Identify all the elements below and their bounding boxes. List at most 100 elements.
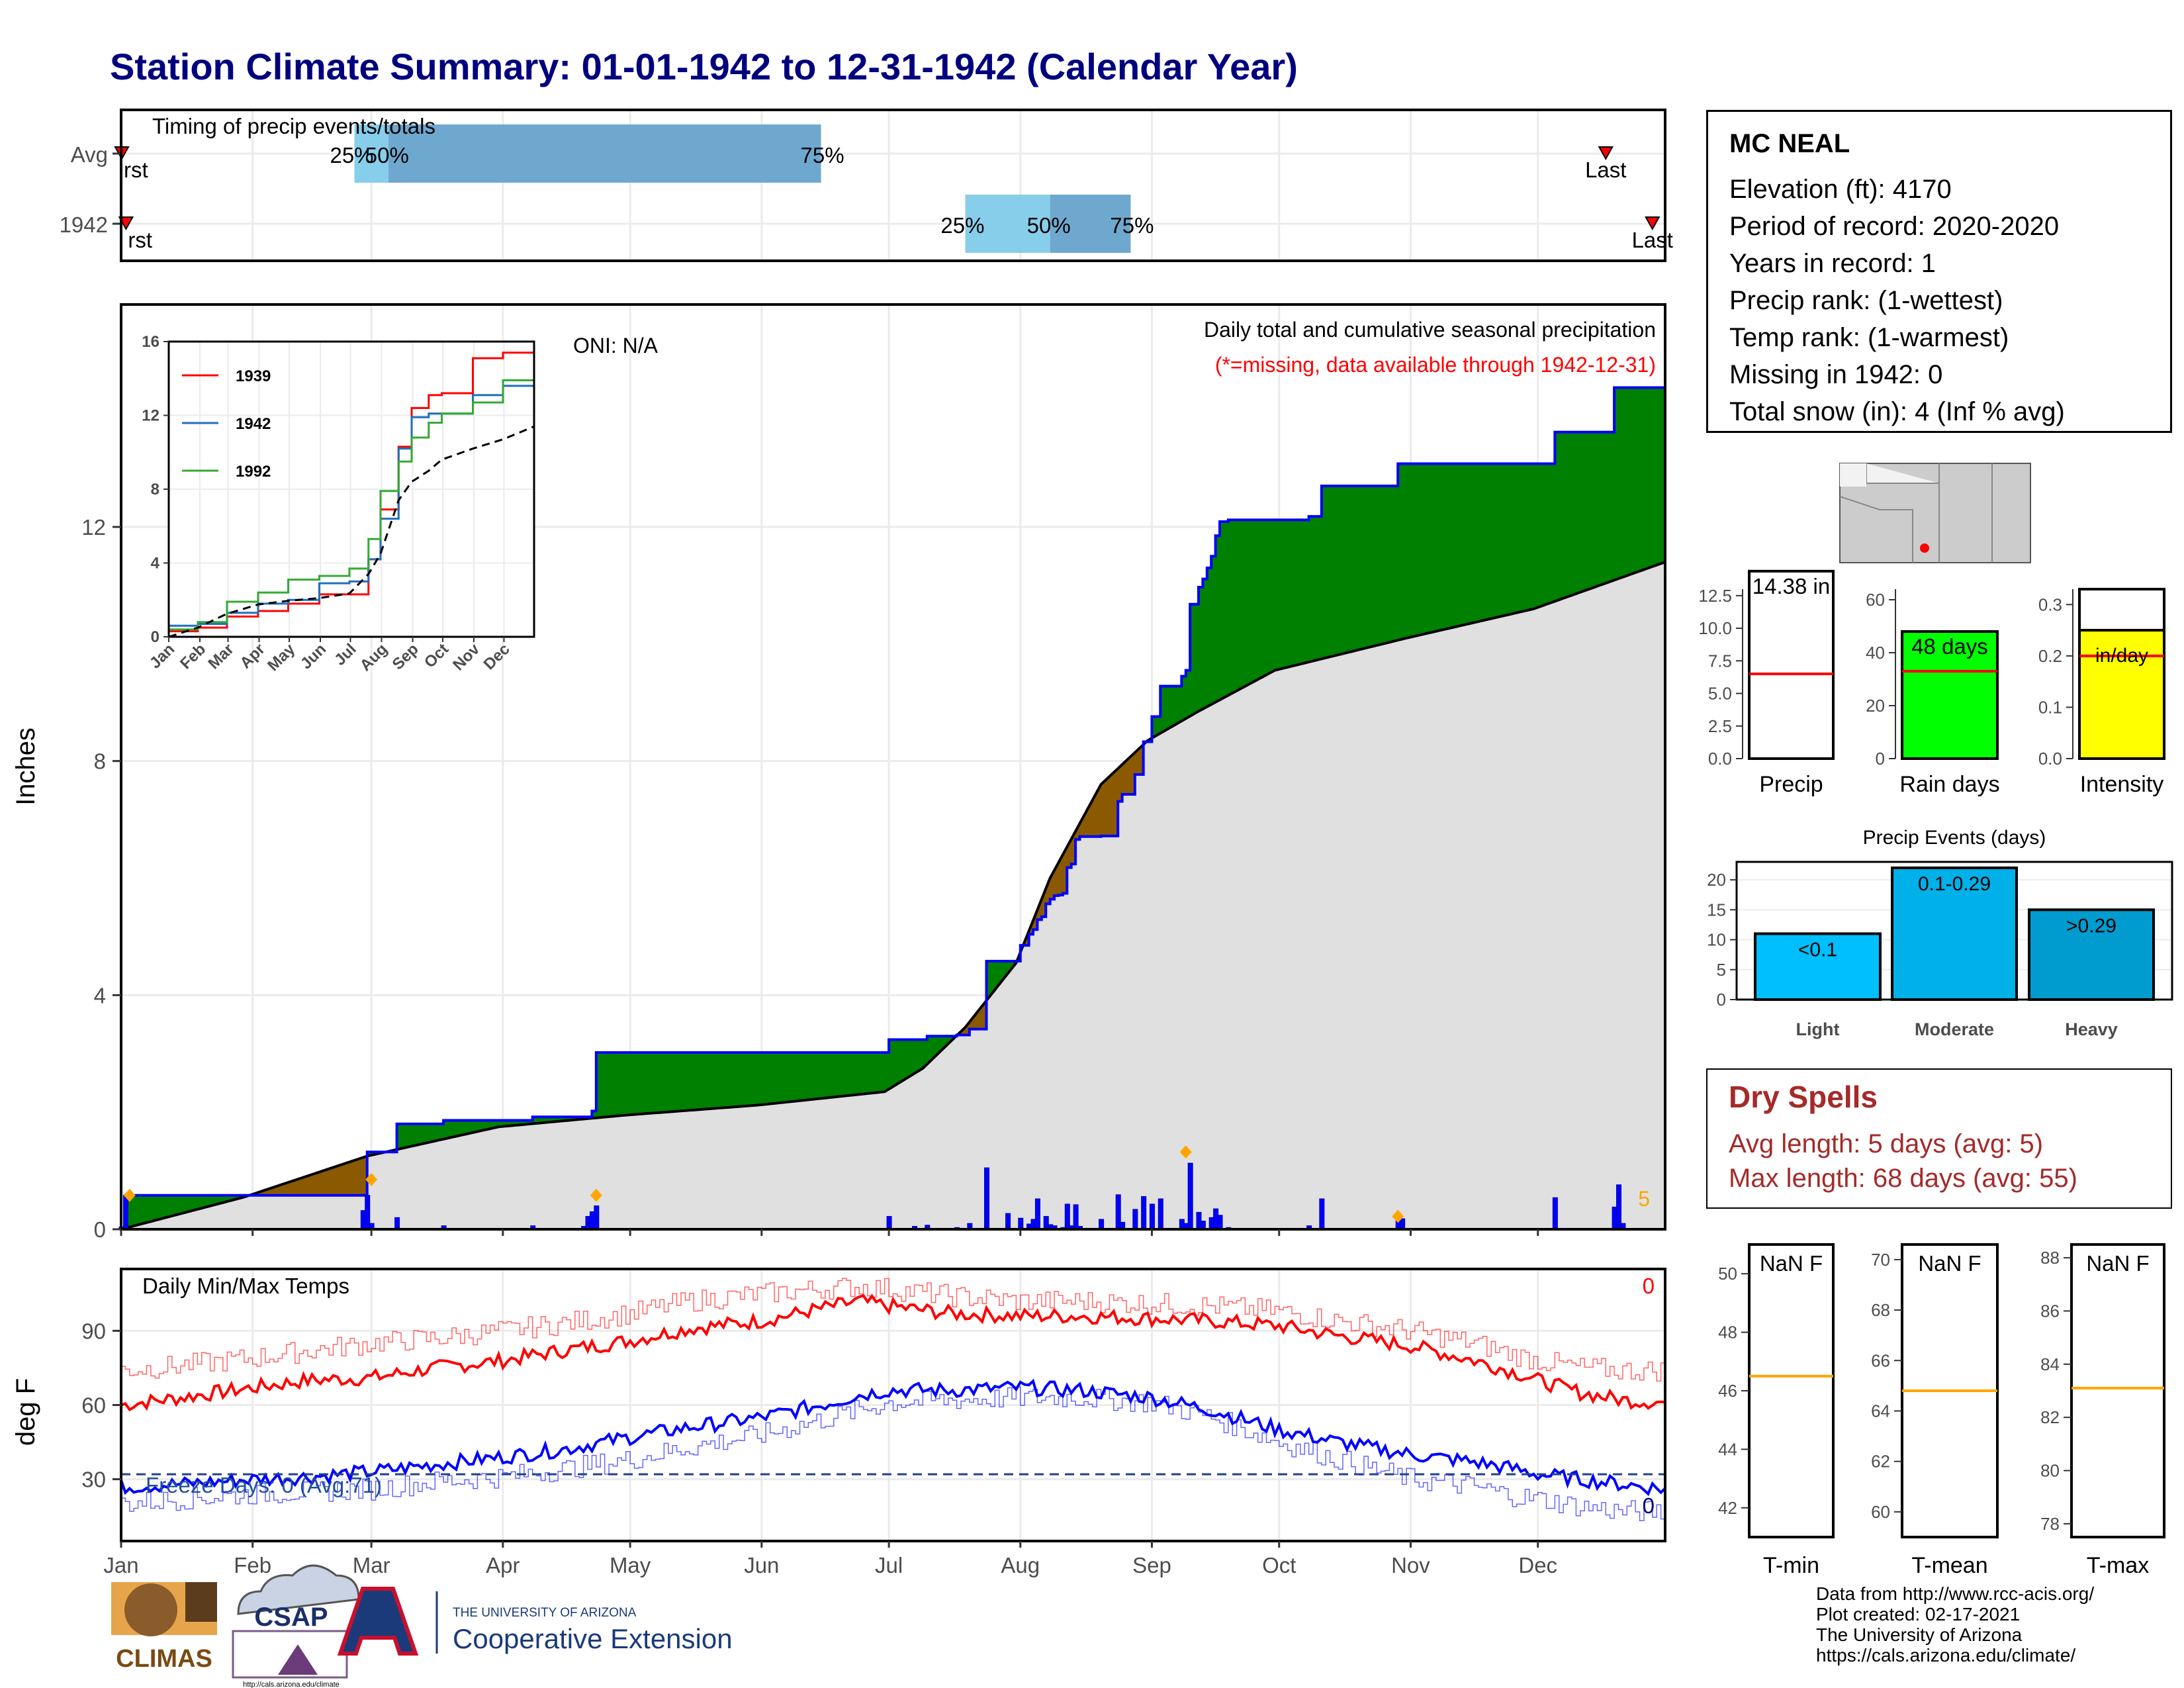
departure-strip [1202, 579, 1208, 710]
footer-line-url: https://cals.arizona.edu/climate/ [1816, 1645, 2076, 1665]
departure-strip [1656, 387, 1662, 566]
departure-strip [702, 1052, 707, 1110]
departure-strip [1338, 485, 1343, 655]
departure-strip [154, 1195, 160, 1221]
departure-strip [1334, 485, 1339, 657]
departure-strip [1588, 432, 1594, 590]
temp-y-tick-label: 90 [81, 1319, 106, 1343]
mini-value-bar [1748, 569, 1835, 760]
departure-strip [324, 1168, 330, 1196]
normal-cumulative-area [121, 562, 1665, 1229]
departure-strip [765, 1052, 771, 1105]
temp-box-tick-label: 46 [1718, 1381, 1737, 1401]
dry-spells-avg: Avg length: 5 days (avg: 5) [1729, 1129, 2044, 1158]
climas-logo-text: CLIMAS [116, 1645, 212, 1673]
departure-strip [1283, 519, 1289, 669]
temp-box-tick-label: 62 [1871, 1452, 1890, 1472]
departure-strip [430, 1123, 435, 1143]
departure-strip [1308, 516, 1314, 663]
departure-strip [1355, 485, 1361, 651]
events-y-tick-label: 0 [1717, 990, 1726, 1009]
departure-strip [1351, 485, 1356, 653]
station-period: Period of record: 2020-2020 [1729, 212, 2060, 241]
precip-marker [1392, 1209, 1404, 1223]
dry-spells-max: Max length: 68 days (avg: 55) [1729, 1164, 2077, 1193]
departure-strip [1240, 519, 1246, 689]
departure-strip [723, 1052, 729, 1108]
departure-strip [680, 1052, 686, 1111]
departure-strip [634, 1052, 639, 1115]
dry-spells-box: Dry Spells Avg length: 5 days (avg: 5) M… [1706, 1068, 2172, 1209]
departure-strip [150, 1195, 156, 1222]
departure-strip [1210, 555, 1216, 706]
timing-p50-label: 50% [1027, 213, 1071, 238]
inset-y-tick-label: 16 [142, 333, 159, 351]
first-event-marker [118, 216, 134, 231]
intensity-unit-label: in/day [2095, 645, 2148, 667]
temp-box-tick-label: 60 [1871, 1502, 1890, 1522]
departure-strip [867, 1052, 872, 1094]
departure-strip [608, 1052, 614, 1117]
departure-strip [744, 1052, 750, 1107]
departure-strip [740, 1052, 745, 1107]
departure-strip [1605, 432, 1611, 584]
departure-strip [1639, 387, 1645, 572]
event-bar [1754, 932, 1882, 1001]
departure-strip [316, 1171, 321, 1196]
events-y-tick-label: 20 [1707, 870, 1726, 890]
departure-strip [782, 1052, 788, 1103]
departure-strip [1295, 519, 1301, 666]
departure-strip [1453, 463, 1458, 628]
mini-y-tick-label: 12.5 [1698, 586, 1732, 606]
departure-strip [837, 1052, 843, 1098]
departure-strip [175, 1195, 181, 1215]
departure-strip [1330, 485, 1335, 657]
temp-box-tick-label: 64 [1871, 1401, 1890, 1421]
map-water [1840, 463, 1866, 487]
logos-area: CLIMAS CSAP http://cals.arizona.edu/climat… [111, 1564, 733, 1688]
departure-strip [1228, 519, 1233, 696]
mini-y-tick-label: 2.5 [1708, 716, 1732, 736]
departure-strip [1580, 432, 1585, 593]
temp-box-label: T-mean [1911, 1553, 1987, 1578]
departure-strip [1439, 463, 1445, 631]
departure-strip [1559, 432, 1564, 600]
departure-strip [693, 1052, 699, 1111]
station-name: MC NEAL [1729, 129, 1850, 158]
temp-ylabel: deg F [11, 1378, 40, 1446]
departure-strip [905, 1039, 911, 1080]
station-precip-rank: Precip rank: (1-wettest) [1729, 286, 2003, 315]
daily-precip-bar [1552, 1197, 1558, 1230]
main-y-tick-label: 8 [94, 749, 106, 774]
departure-strip [689, 1052, 694, 1111]
inset-y-tick-label: 8 [151, 481, 159, 498]
station-years: Years in record: 1 [1729, 249, 1936, 278]
station-missing: Missing in 1942: 0 [1729, 360, 1943, 389]
departure-strip [1266, 519, 1271, 676]
inset-series-line [169, 365, 535, 631]
departure-strip [1232, 519, 1238, 694]
departure-strip [842, 1052, 847, 1097]
daily-temps-panel: Daily Min/Max Temps Freeze Days: 0 (Avg:7… [11, 1268, 1666, 1577]
departure-strip [672, 1052, 678, 1112]
departure-strip [659, 1052, 664, 1113]
month-label: Mar [353, 1553, 390, 1577]
temp-series-line [120, 1293, 1666, 1412]
departure-strip [1105, 775, 1110, 837]
events-y-tick-label: 10 [1707, 930, 1726, 950]
event-category-label: Moderate [1915, 1019, 1994, 1039]
departure-strip [1461, 463, 1467, 626]
departure-strip [460, 1120, 465, 1136]
timing-frame [120, 109, 1666, 262]
tmax-count: 0 [1643, 1274, 1655, 1298]
temp-box-tick-label: 50 [1718, 1264, 1737, 1284]
month-label: Oct [1262, 1553, 1296, 1577]
departure-strip [146, 1195, 152, 1223]
main-panel-title: Daily total and cumulative seasonal prec… [1204, 318, 1656, 342]
departure-strip [354, 1158, 359, 1196]
daily-precip-bar [1073, 1204, 1079, 1230]
